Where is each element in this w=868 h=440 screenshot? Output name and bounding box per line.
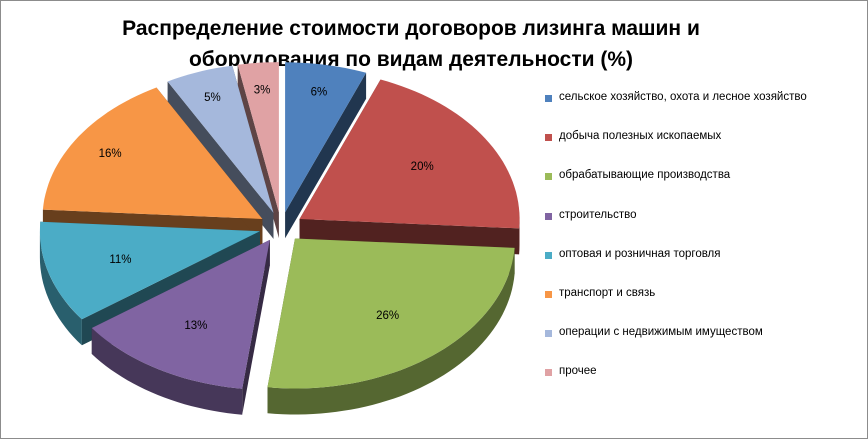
legend-item-5: оптовая и розничная торговля [545,246,865,285]
legend-label: оптовая и розничная торговля [559,247,721,260]
data-label-8: 3% [254,85,271,97]
legend-item-1: сельское хозяйство, охота и лесное хозяй… [545,89,865,128]
pie-slice-8 [237,62,279,239]
legend-swatch [545,95,552,102]
legend-label: сельское хозяйство, охота и лесное хозяй… [559,91,807,103]
legend-label: операции с недвижимым имуществом [559,326,763,339]
legend-label: прочее [559,365,597,378]
legend-swatch [545,212,552,220]
data-label-1: 6% [311,87,328,99]
data-label-5: 11% [109,254,131,266]
legend-item-8: прочее [545,363,865,402]
legend-swatch [545,173,552,181]
pie-slice-3 [267,238,515,415]
pie-slice-7 [167,65,274,239]
legend-swatch [545,251,552,259]
pie-slice-4 [91,239,270,415]
legend-label: добыча полезных ископаемых [559,130,722,143]
legend-item-3: обрабатывающие производства [545,167,865,206]
legend-item-6: транспорт и связь [545,285,865,324]
legend-swatch [545,134,552,142]
data-label-2: 20% [411,161,434,173]
legend-item-7: операции с недвижимым имуществом [545,324,865,363]
chart-title: Распределение стоимости договоров лизинг… [122,17,700,71]
legend-label: обрабатывающие производства [559,169,731,182]
data-label-3: 26% [376,310,399,322]
legend-swatch [545,330,552,338]
legend-item-4: строительство [545,207,865,246]
data-label-6: 16% [99,148,122,160]
legend-label: транспорт и связь [559,286,656,299]
data-label-4: 13% [184,320,207,332]
legend-swatch [545,290,552,298]
legend-swatch [545,369,552,377]
data-label-7: 5% [204,92,221,104]
legend-item-2: добыча полезных ископаемых [545,128,865,167]
pie-slice-1 [285,62,367,239]
legend-label: строительство [559,208,637,221]
chart-legend: сельское хозяйство, охота и лесное хозяй… [545,89,865,403]
